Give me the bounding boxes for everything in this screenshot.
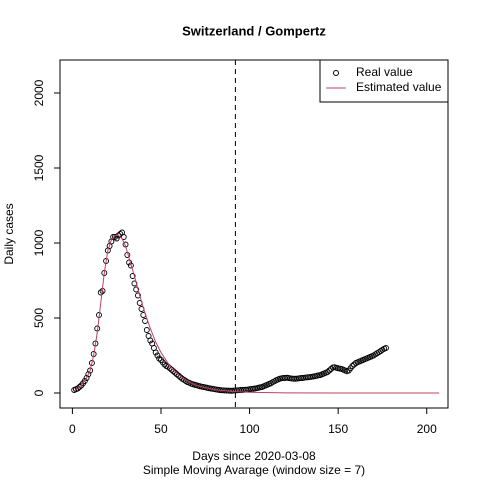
y-tick-label: 2000	[32, 79, 46, 106]
point	[324, 369, 331, 375]
estimated-line	[73, 235, 440, 394]
y-tick-label: 500	[32, 308, 46, 328]
legend-label: Real value	[356, 65, 413, 79]
x-tick-label: 0	[69, 422, 76, 436]
legend-marker	[333, 70, 339, 76]
point	[133, 286, 140, 293]
x-axis-label: Days since 2020-03-08	[192, 449, 316, 463]
point	[143, 327, 150, 333]
y-tick-label: 1000	[32, 229, 46, 256]
y-tick-label: 0	[32, 389, 46, 396]
x-tick-label: 150	[328, 422, 348, 436]
point	[126, 259, 133, 266]
point	[172, 369, 179, 376]
y-axis-label: Daily cases	[2, 203, 16, 264]
point	[349, 363, 356, 369]
point	[87, 367, 94, 374]
plot-frame	[59, 59, 449, 409]
x-tick-label: 100	[240, 422, 260, 436]
point	[76, 384, 83, 390]
y-tick-label: 1500	[32, 154, 46, 181]
point	[147, 337, 154, 344]
point	[74, 385, 81, 392]
point	[81, 378, 88, 384]
point	[170, 368, 177, 375]
point	[111, 234, 118, 240]
point	[129, 273, 136, 279]
chart-title: Switzerland / Gompertz	[182, 23, 326, 38]
point	[154, 352, 161, 359]
point	[120, 234, 127, 240]
point	[152, 349, 159, 356]
legend-box	[319, 59, 449, 103]
point	[135, 292, 141, 299]
point	[175, 372, 182, 379]
point	[110, 234, 117, 240]
point	[97, 289, 104, 296]
x-tick-label: 200	[417, 422, 437, 436]
point	[326, 367, 333, 374]
x-tick-label: 50	[154, 422, 168, 436]
point	[173, 371, 180, 378]
legend-label: Estimated value	[356, 80, 442, 94]
point	[156, 355, 163, 362]
point	[88, 360, 95, 366]
point	[328, 366, 335, 372]
point	[383, 345, 389, 351]
subtitle: Simple Moving Avarage (window size = 7)	[143, 463, 365, 477]
